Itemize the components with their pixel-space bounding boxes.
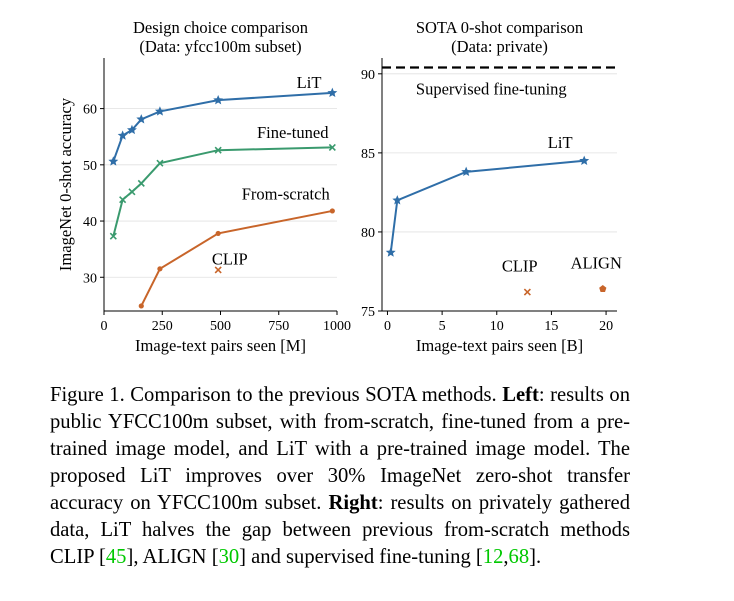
baseline-point [214, 266, 222, 274]
data-point [137, 179, 145, 187]
citation-link[interactable]: 30 [218, 546, 240, 568]
data-point [328, 143, 336, 151]
inline-label: Fine-tuned [257, 123, 329, 142]
y-tick-label: 85 [361, 147, 375, 162]
x-axis-label: Image-text pairs seen [M] [135, 336, 306, 355]
y-tick-label: 90 [361, 68, 375, 83]
x-tick-label: 750 [268, 319, 289, 334]
caption-lead: Figure 1. Comparison to the previous SOT… [50, 384, 497, 406]
series-line [140, 209, 333, 307]
chart-subtitle: (Data: yfcc100m subset) [139, 37, 301, 56]
caption-left-label: Left [502, 384, 539, 406]
inline-label: CLIP [502, 256, 538, 275]
data-point [154, 106, 165, 116]
data-point [128, 188, 136, 196]
data-point [119, 196, 127, 204]
x-tick-label: 250 [152, 319, 173, 334]
caption-text: , [503, 546, 509, 568]
y-tick-label: 80 [361, 226, 375, 241]
data-point [136, 114, 147, 124]
chart-subtitle: (Data: private) [451, 37, 548, 56]
chart-title: Design choice comparison [133, 18, 308, 37]
data-point [385, 247, 396, 257]
data-point [215, 230, 221, 237]
figure: Design choice comparison (Data: yfcc100m … [56, 18, 622, 355]
x-axis-label: Image-text pairs seen [B] [416, 336, 583, 355]
caption-right-label: Right [328, 492, 378, 514]
citation-link[interactable]: 12 [482, 546, 504, 568]
chart-title: SOTA 0-shot comparison [416, 18, 583, 37]
series-line [389, 159, 585, 253]
y-tick-label: 40 [83, 215, 97, 230]
baseline-point [599, 285, 607, 292]
data-point [157, 266, 163, 272]
data-point [213, 94, 224, 105]
data-point [109, 232, 117, 240]
x-tick-label: 5 [439, 319, 446, 334]
data-point [138, 303, 144, 309]
caption-text: ] and supervised fine-tuning [ [239, 546, 483, 568]
baseline-point [523, 288, 531, 296]
x-tick-label: 10 [490, 319, 504, 334]
citation-link[interactable]: 68 [508, 546, 530, 568]
data-point [214, 146, 222, 154]
inline-label: LiT [297, 73, 322, 92]
caption-left-text: : results on public YFCC100m subset, wit… [50, 384, 630, 514]
y-tick-label: 75 [361, 305, 375, 320]
y-tick-label: 30 [83, 271, 97, 286]
inline-label: ALIGN [571, 253, 622, 272]
data-point [156, 159, 164, 167]
data-point [327, 87, 338, 98]
data-point [579, 155, 590, 165]
data-point [329, 208, 335, 214]
data-point [461, 166, 472, 177]
data-point [392, 195, 403, 205]
x-tick-label: 0 [101, 319, 108, 334]
x-tick-label: 15 [544, 319, 558, 334]
inline-label: Supervised fine-tuning [416, 79, 567, 98]
inline-label: CLIP [212, 249, 248, 268]
data-point [108, 156, 119, 166]
figure-canvas: Design choice comparison(Data: yfcc100m … [56, 18, 622, 355]
data-point [127, 124, 137, 135]
x-tick-label: 1000 [323, 319, 351, 334]
inline-label: LiT [548, 133, 573, 152]
y-axis-label: ImageNet 0-shot accuracy [56, 97, 75, 271]
x-tick-label: 500 [210, 319, 231, 334]
citation-link[interactable]: 45 [105, 546, 127, 568]
data-point [117, 130, 128, 140]
figure-caption: Figure 1. Comparison to the previous SOT… [50, 382, 630, 571]
inline-label: From-scratch [242, 185, 331, 204]
caption-text: ]. [529, 546, 542, 568]
x-tick-label: 20 [599, 319, 613, 334]
x-tick-label: 0 [384, 319, 391, 334]
y-tick-label: 60 [83, 103, 97, 118]
caption-right-text: : results on privately gathered data, Li… [50, 492, 630, 568]
y-tick-label: 50 [83, 159, 97, 174]
caption-text: ], ALIGN [ [126, 546, 219, 568]
